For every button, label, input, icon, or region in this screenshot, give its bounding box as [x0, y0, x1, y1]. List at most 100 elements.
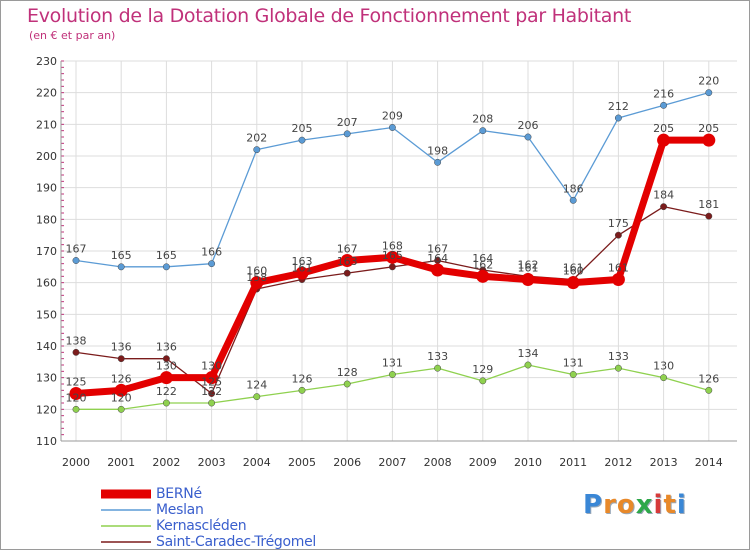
- data-point-1: [343, 130, 351, 138]
- data-point-2: [298, 386, 306, 394]
- data-point-3: [72, 348, 80, 356]
- legend-label-berne: BERNé: [156, 486, 202, 502]
- data-point-1: [298, 136, 306, 144]
- chart-title: Evolution de la Dotation Globale de Fonc…: [27, 5, 632, 27]
- legend-swatch-saint-caradec: [101, 541, 151, 543]
- data-label-1: 186: [563, 182, 584, 195]
- legend-label-meslan: Meslan: [156, 502, 204, 518]
- data-label-0: 163: [292, 255, 313, 268]
- data-point-2: [524, 361, 532, 369]
- data-label-2: 131: [382, 357, 403, 370]
- data-point-0: [431, 263, 445, 277]
- chart-subtitle: (en € et par an): [29, 29, 116, 42]
- x-tick-label: 2002: [152, 456, 180, 469]
- data-label-3: 167: [427, 243, 448, 256]
- data-point-0: [69, 387, 83, 400]
- data-point-0: [521, 273, 535, 286]
- data-label-2: 129: [472, 363, 493, 376]
- data-point-3: [614, 231, 622, 239]
- x-tick-label: 2003: [198, 456, 226, 469]
- data-point-0: [611, 273, 625, 286]
- data-point-2: [253, 393, 261, 401]
- data-label-1: 220: [698, 75, 719, 88]
- data-point-0: [476, 269, 490, 283]
- data-point-2: [434, 364, 442, 372]
- data-point-1: [388, 124, 396, 131]
- data-point-1: [524, 133, 532, 141]
- data-point-2: [660, 374, 668, 382]
- data-label-2: 120: [111, 391, 132, 404]
- y-tick-label: 210: [36, 118, 57, 131]
- x-tick-label: 2013: [650, 456, 678, 469]
- legend-label-saint-caradec: Saint-Caradec-Trégomel: [156, 534, 316, 550]
- logo-letter: r: [603, 490, 617, 520]
- x-tick-label: 2012: [604, 456, 632, 469]
- data-label-3: 158: [246, 271, 267, 284]
- y-tick-label: 180: [36, 213, 57, 226]
- data-point-1: [72, 257, 80, 264]
- data-point-2: [388, 371, 396, 378]
- data-label-0: 160: [246, 265, 267, 278]
- data-label-1: 202: [246, 132, 267, 145]
- logo-letter: o: [616, 490, 636, 520]
- data-label-0: 125: [66, 376, 87, 389]
- legend-label-kernascleden: Kernascléden: [156, 518, 247, 534]
- data-point-1: [479, 127, 487, 135]
- data-label-3: 162: [518, 258, 539, 271]
- data-label-2: 130: [653, 360, 674, 373]
- data-point-3: [162, 355, 170, 363]
- data-label-3: 125: [201, 376, 222, 389]
- data-label-2: 133: [427, 350, 448, 363]
- data-point-2: [162, 399, 170, 407]
- data-label-1: 165: [111, 249, 132, 262]
- y-tick-label: 230: [36, 55, 57, 68]
- legend-item-meslan: Meslan: [101, 502, 316, 518]
- legend-swatch-berne: [101, 489, 151, 499]
- data-point-2: [479, 377, 487, 385]
- data-label-0: 130: [156, 360, 177, 373]
- proxiti-logo: Proxiti: [583, 490, 687, 520]
- data-label-0: 167: [337, 243, 358, 256]
- data-label-1: 205: [292, 122, 313, 135]
- data-point-2: [705, 386, 713, 394]
- data-label-3: 181: [698, 198, 719, 211]
- data-point-0: [205, 371, 219, 385]
- data-label-3: 184: [653, 189, 674, 202]
- data-label-0: 161: [518, 262, 539, 275]
- data-point-1: [660, 101, 668, 109]
- x-tick-label: 2010: [514, 456, 542, 469]
- y-tick-label: 150: [36, 308, 57, 321]
- data-label-0: 126: [111, 372, 132, 385]
- data-point-0: [159, 371, 173, 385]
- legend-item-berne: BERNé: [101, 486, 316, 502]
- data-label-2: 131: [563, 357, 584, 370]
- data-point-1: [117, 263, 125, 271]
- logo-letter: i: [676, 490, 687, 520]
- data-label-2: 133: [608, 350, 629, 363]
- legend-swatch-kernascleden: [101, 525, 151, 527]
- y-tick-label: 200: [36, 150, 57, 163]
- data-point-0: [385, 250, 399, 264]
- data-label-2: 120: [66, 391, 87, 404]
- data-label-1: 166: [201, 246, 222, 259]
- data-point-3: [388, 263, 396, 271]
- data-label-3: 161: [563, 262, 584, 275]
- data-label-0: 168: [382, 239, 403, 252]
- data-label-0: 205: [653, 122, 674, 135]
- y-tick-label: 160: [36, 277, 57, 290]
- data-label-2: 128: [337, 366, 358, 379]
- x-tick-label: 2000: [62, 456, 90, 469]
- data-point-0: [114, 383, 128, 397]
- data-label-1: 206: [518, 119, 539, 132]
- data-label-0: 161: [608, 262, 629, 275]
- x-tick-label: 2008: [424, 456, 452, 469]
- x-tick-label: 2011: [559, 456, 587, 469]
- legend-item-kernascleden: Kernascléden: [101, 518, 316, 534]
- data-point-2: [72, 405, 80, 413]
- x-tick-label: 2004: [243, 456, 271, 469]
- data-label-1: 198: [427, 144, 448, 157]
- data-point-3: [117, 355, 125, 363]
- y-tick-label: 190: [36, 182, 57, 195]
- data-label-3: 164: [472, 252, 493, 265]
